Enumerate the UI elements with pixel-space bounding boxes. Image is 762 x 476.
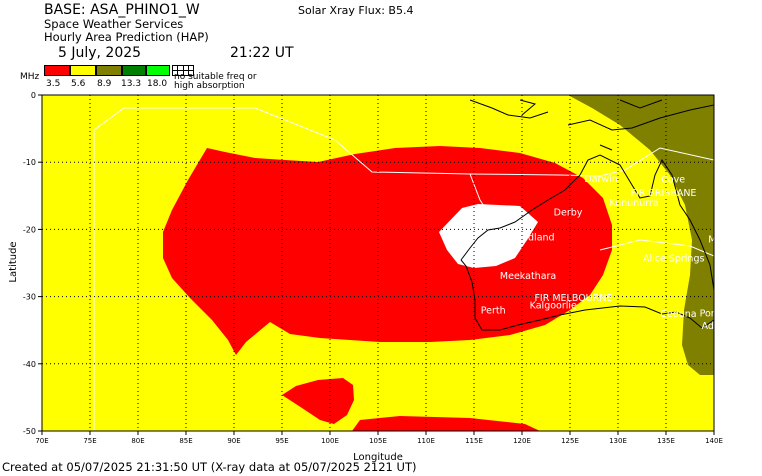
no-freq-swatch	[172, 65, 194, 76]
place-label: Port Pirie	[700, 308, 743, 319]
x-tick-label: 125E	[561, 437, 579, 445]
frequency-region-red-main	[163, 146, 612, 355]
legend-swatch-2	[70, 65, 96, 76]
place-label: FIR MELBOURNE	[534, 293, 612, 304]
x-tick-label: 70E	[35, 437, 48, 445]
x-tick-label: 80E	[131, 437, 144, 445]
x-tick-label: 140E	[705, 437, 723, 445]
place-label: Cove	[661, 175, 685, 186]
place-label: Darwin	[584, 174, 617, 185]
y-tick-label: -20	[23, 225, 36, 234]
frequency-region-olive	[568, 95, 714, 375]
x-tick-label: 110E	[417, 437, 435, 445]
x-tick-label: 115E	[465, 437, 483, 445]
x-tick-label: 95E	[275, 437, 288, 445]
x-tick-label: 100E	[321, 437, 339, 445]
footer-timestamp: Created at 05/07/2025 21:31:50 UT (X-ray…	[2, 460, 417, 474]
y-tick-label: -10	[23, 158, 36, 167]
legend-label-3: 8.9	[97, 79, 112, 89]
x-axis: 70E 75E 80E 85E 90E 95E 100E 105E 110E 115E 120E 12…	[35, 431, 723, 445]
y-axis: 0 -10 -20 -30 -40 -50	[23, 91, 42, 436]
x-axis-title: Longitude	[353, 452, 403, 463]
x-tick-label: 75E	[83, 437, 96, 445]
solar-flux-label: Solar Xray Flux: B5.4	[298, 4, 414, 17]
product-name: Hourly Area Prediction (HAP)	[44, 30, 209, 44]
x-tick-label: 85E	[179, 437, 192, 445]
place-label: Kununurra	[609, 198, 658, 209]
fir-boundary	[93, 107, 714, 431]
y-tick-label: -40	[23, 360, 36, 369]
legend-note-line2: high absorption	[174, 81, 245, 91]
y-tick-label: -50	[23, 427, 36, 436]
place-label: Perth	[481, 306, 506, 317]
fir-boundary-2	[469, 173, 714, 257]
islands	[469, 99, 714, 151]
place-label: Adelaide	[702, 321, 743, 332]
frequency-region-red-strip	[352, 416, 540, 431]
x-tick-label: 130E	[609, 437, 627, 445]
place-label: Port Hedland	[493, 232, 554, 243]
place-label: Meekathara	[500, 271, 556, 282]
x-tick-label: 135E	[657, 437, 675, 445]
service-name: Space Weather Services	[44, 17, 184, 31]
x-tick-label: 90E	[227, 437, 240, 445]
map-grid	[42, 95, 714, 431]
place-label: Derby	[554, 208, 583, 219]
legend-note-line1: no suitable freq or	[174, 72, 257, 82]
x-tick-label: 105E	[369, 437, 387, 445]
forecast-date: 5 July, 2025	[58, 45, 142, 61]
legend-note: no suitable freq or high absorption	[174, 73, 257, 91]
legend-swatch-4	[122, 65, 146, 76]
place-label: Ceduna	[660, 309, 696, 320]
legend-label-2: 5.6	[71, 79, 86, 89]
frequency-region-red-blob	[282, 378, 354, 424]
y-tick-label: -30	[23, 293, 36, 302]
base-title: BASE: ASA_PHINO1_W	[44, 2, 200, 18]
x-tick-label: 120E	[513, 437, 531, 445]
y-tick-label: 0	[31, 91, 36, 100]
place-label: Kalgoorlie	[530, 300, 577, 311]
legend-swatch-3	[96, 65, 122, 76]
legend-swatch-1	[44, 65, 70, 76]
legend-unit: MHz	[20, 72, 40, 82]
place-label: FIR BRISBANE	[630, 188, 696, 199]
legend-label-4: 13.3	[121, 79, 142, 89]
forecast-time: 21:22 UT	[230, 45, 294, 61]
legend-swatch-5	[146, 65, 170, 76]
legend-label-5: 18.0	[147, 79, 168, 89]
place-label: Mt Isa	[708, 234, 737, 245]
legend-label-1: 3.5	[46, 79, 61, 89]
y-axis-title: Latitude	[8, 241, 19, 282]
place-label: Alice Springs	[643, 253, 705, 264]
no-freq-region	[439, 204, 538, 268]
